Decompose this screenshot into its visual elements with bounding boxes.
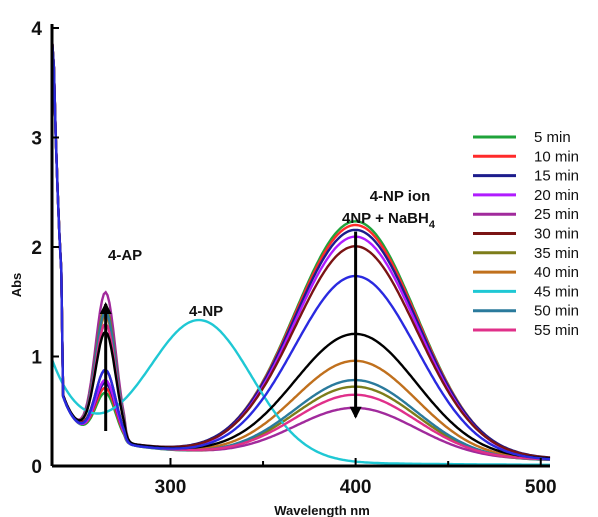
y-tick-label: 2	[31, 238, 42, 259]
legend-label: 50 min	[534, 303, 579, 320]
legend-item-55-min: 55 min	[473, 322, 579, 339]
arrow-2	[349, 231, 362, 419]
legend-item-25-min: 25 min	[473, 206, 579, 223]
legend-label: 45 min	[534, 283, 579, 300]
annotation-4-ap: 4-AP	[108, 247, 142, 264]
y-tick-label: 0	[31, 457, 42, 478]
legend-label: 5 min	[534, 129, 571, 146]
arrow-annotations	[99, 231, 362, 431]
legend-item-20-min: 20 min	[473, 187, 579, 204]
legend-item-40-min: 40 min	[473, 264, 579, 281]
annotation-4np-nabh4: 4NP + NaBH4	[342, 210, 436, 231]
y-tick-label: 1	[31, 348, 42, 369]
legend-label: 35 min	[534, 245, 579, 262]
x-tick-label: 400	[340, 477, 372, 498]
series-line-unlabeled-12	[50, 38, 551, 461]
series-line-45-min	[50, 318, 550, 466]
legend: 5 min 10 min 15 min 20 min 25 min 30 min 35 mi…	[473, 129, 579, 339]
legend-label: 10 min	[534, 148, 579, 165]
legend-item-30-min: 30 min	[473, 226, 579, 243]
y-tick-label: 3	[31, 129, 42, 150]
legend-item-35-min: 35 min	[473, 245, 579, 262]
x-tick-label: 300	[155, 477, 187, 498]
legend-item-50-min: 50 min	[473, 303, 579, 320]
x-axis-label: Wavelength nm	[274, 503, 370, 517]
annotation-4-np-ion: 4-NP ion	[370, 188, 431, 205]
legend-label: 40 min	[534, 264, 579, 281]
arrow-head	[349, 406, 362, 419]
legend-item-5-min: 5 min	[473, 129, 571, 146]
legend-item-10-min: 10 min	[473, 148, 579, 165]
legend-item-45-min: 45 min	[473, 283, 579, 300]
annotation-nabh-main: 4NP + NaBH	[342, 210, 429, 227]
legend-item-15-min: 15 min	[473, 168, 579, 185]
series-curves	[50, 38, 551, 466]
annotation-4-np: 4-NP	[189, 303, 223, 320]
arrow-1	[99, 301, 112, 431]
legend-label: 20 min	[534, 187, 579, 204]
legend-label: 30 min	[534, 226, 579, 243]
peak-annotations: 4-AP 4-NP 4-NP ion 4NP + NaBH4	[108, 188, 436, 320]
y-tick-label: 4	[31, 19, 42, 40]
legend-label: 15 min	[534, 168, 579, 185]
y-axis-label: Abs	[9, 273, 24, 298]
x-tick-label: 500	[525, 477, 557, 498]
axes: 0 1 2 3 4 300 400 500	[31, 19, 556, 498]
arrow-head	[99, 301, 112, 314]
legend-label: 25 min	[534, 206, 579, 223]
legend-label: 55 min	[534, 322, 579, 339]
annotation-nabh-subscript: 4	[429, 219, 436, 231]
